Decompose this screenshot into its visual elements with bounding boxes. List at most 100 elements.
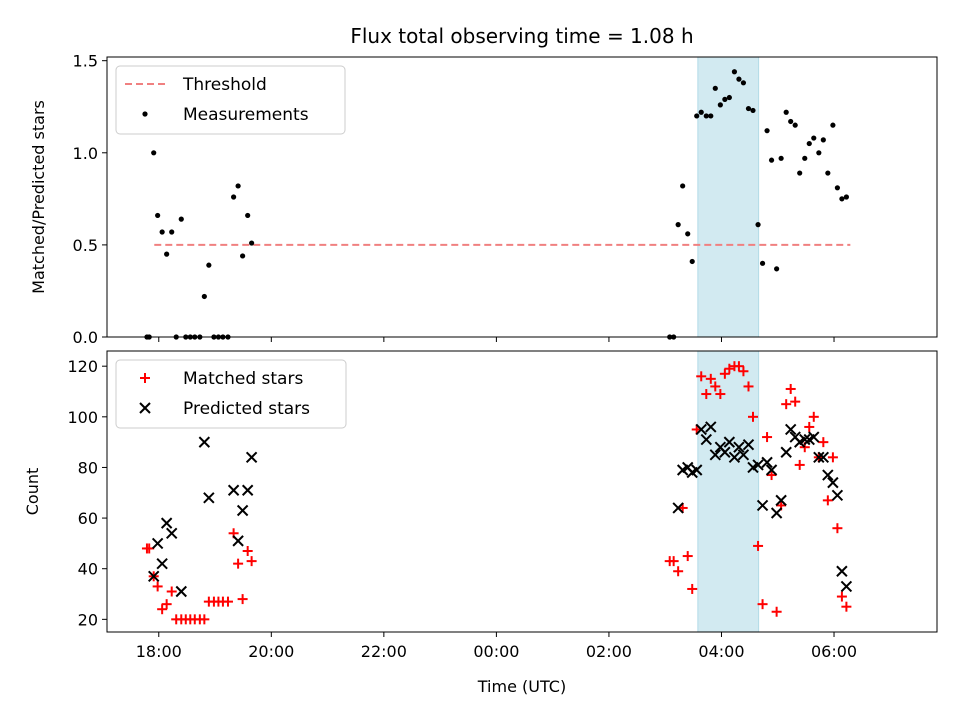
matched-stars-point <box>705 373 716 384</box>
predicted-stars-point <box>827 476 839 489</box>
predicted-stars-point <box>733 441 745 453</box>
matched-stars-point <box>841 601 852 612</box>
measurement-point <box>825 170 831 176</box>
matched-stars-point <box>242 545 253 556</box>
matched-stars-point <box>762 432 773 443</box>
predicted-stars-point <box>705 421 717 433</box>
matched-stars-point <box>687 583 698 594</box>
predicted-stars-point <box>245 451 258 464</box>
measurement-point <box>834 185 841 191</box>
bottom-legend-box <box>115 359 347 429</box>
matched-stars-point <box>682 551 693 562</box>
top-y-axis-label: Matched/Predicted stars <box>29 100 48 294</box>
predicted-stars-point <box>695 423 707 436</box>
predicted-stars-point <box>836 565 848 577</box>
measurement-point <box>151 150 157 156</box>
predicted-stars-point <box>737 449 750 461</box>
matched-stars-point <box>166 586 177 597</box>
predicted-stars-point <box>813 451 825 464</box>
matched-stars-point <box>794 459 805 470</box>
matched-stars-point <box>152 581 163 592</box>
predicted-stars-point <box>752 459 764 471</box>
predicted-stars-point <box>770 507 783 519</box>
measurement-point <box>675 222 681 228</box>
bottom-y-tick-label: 80 <box>78 458 98 477</box>
predicted-stars-point <box>672 502 684 514</box>
matched-stars-point <box>222 596 233 607</box>
matched-stars-point <box>233 558 244 569</box>
measurement-point <box>680 183 686 189</box>
matched-stars-point <box>804 421 815 432</box>
matched-stars-point <box>144 543 155 554</box>
predicted-stars-point <box>700 433 712 446</box>
top-highlight-band <box>697 56 760 338</box>
predicted-stars-point <box>840 580 853 593</box>
bottom-panel: 20 40 60 80 100 120 18:00 20:00 22:00 00:00 02:00 0… <box>23 350 938 696</box>
predicted-stars-point <box>799 433 811 446</box>
predicted-stars-point <box>780 446 792 458</box>
measurement-point <box>764 128 770 134</box>
matched-stars-point <box>781 399 792 410</box>
measurement-point <box>830 122 836 128</box>
matched-stars-point <box>766 470 777 481</box>
measurement-point <box>703 113 709 119</box>
measurement-point <box>712 85 718 91</box>
bottom-legend: Matched stars Predicted stars <box>115 359 347 429</box>
measurement-point <box>726 94 732 101</box>
measurement-point <box>694 113 700 119</box>
x-tick-label: 00:00 <box>473 642 519 661</box>
matched-stars-point <box>818 437 829 448</box>
measurement-point <box>750 107 756 114</box>
measurement-point <box>792 122 798 128</box>
matched-stars-point <box>733 361 744 372</box>
matched-stars-point <box>237 594 248 605</box>
matched-stars-point <box>757 599 768 610</box>
top-y-tick-label: 1.0 <box>73 144 98 163</box>
predicted-stars-point <box>232 535 244 547</box>
predicted-stars-point <box>784 423 797 436</box>
matched-stars-point <box>668 556 679 567</box>
matched-stars-point <box>827 452 838 463</box>
x-tick-label: 20:00 <box>248 642 294 661</box>
measurement-point <box>235 183 241 189</box>
x-axis-label: Time (UTC) <box>477 677 566 696</box>
matched-stars-point <box>771 606 782 617</box>
measurement-point <box>759 260 766 266</box>
bottom-axes-frame <box>106 350 938 633</box>
predicted-stars-point <box>160 517 173 529</box>
top-y-tick-label: 1.5 <box>73 52 98 71</box>
matched-stars-point <box>673 566 684 577</box>
predicted-stars-point <box>728 451 741 464</box>
predicted-stars-point <box>236 504 249 517</box>
legend-label: Predicted stars <box>183 399 310 419</box>
measurement-point <box>816 150 822 156</box>
legend-matched-swatch <box>140 373 150 383</box>
measurement-point <box>745 105 752 112</box>
matched-stars-point <box>785 383 796 394</box>
matched-stars-point <box>790 396 801 407</box>
predicted-stars-point <box>761 456 773 469</box>
predicted-stars-point <box>203 492 215 504</box>
predicted-stars-point <box>166 527 178 539</box>
predicted-stars-point <box>723 436 736 448</box>
measurement-point <box>774 266 780 272</box>
measurement-point <box>740 80 747 86</box>
top-y-tick-label: 0.5 <box>73 236 98 255</box>
matched-stars-point <box>743 381 754 392</box>
matched-stars-point <box>715 389 726 400</box>
bottom-y-tick-label: 60 <box>78 509 98 528</box>
predicted-stars-point <box>756 499 769 512</box>
predicted-stars-point <box>156 557 168 570</box>
predicted-stars-point <box>719 446 731 458</box>
legend-label: Threshold <box>182 75 267 95</box>
matched-stars-point <box>161 599 172 610</box>
matched-stars-point <box>199 614 210 625</box>
bottom-y-tick-label: 40 <box>78 560 98 579</box>
matched-stars-point <box>724 363 735 374</box>
measurement-point <box>811 135 817 141</box>
measurement-point <box>164 251 170 257</box>
matched-stars-point <box>808 411 819 422</box>
matched-stars-point <box>157 604 168 615</box>
chart-title: Flux total observing time = 1.08 h <box>350 24 693 48</box>
measurement-point <box>689 258 695 265</box>
